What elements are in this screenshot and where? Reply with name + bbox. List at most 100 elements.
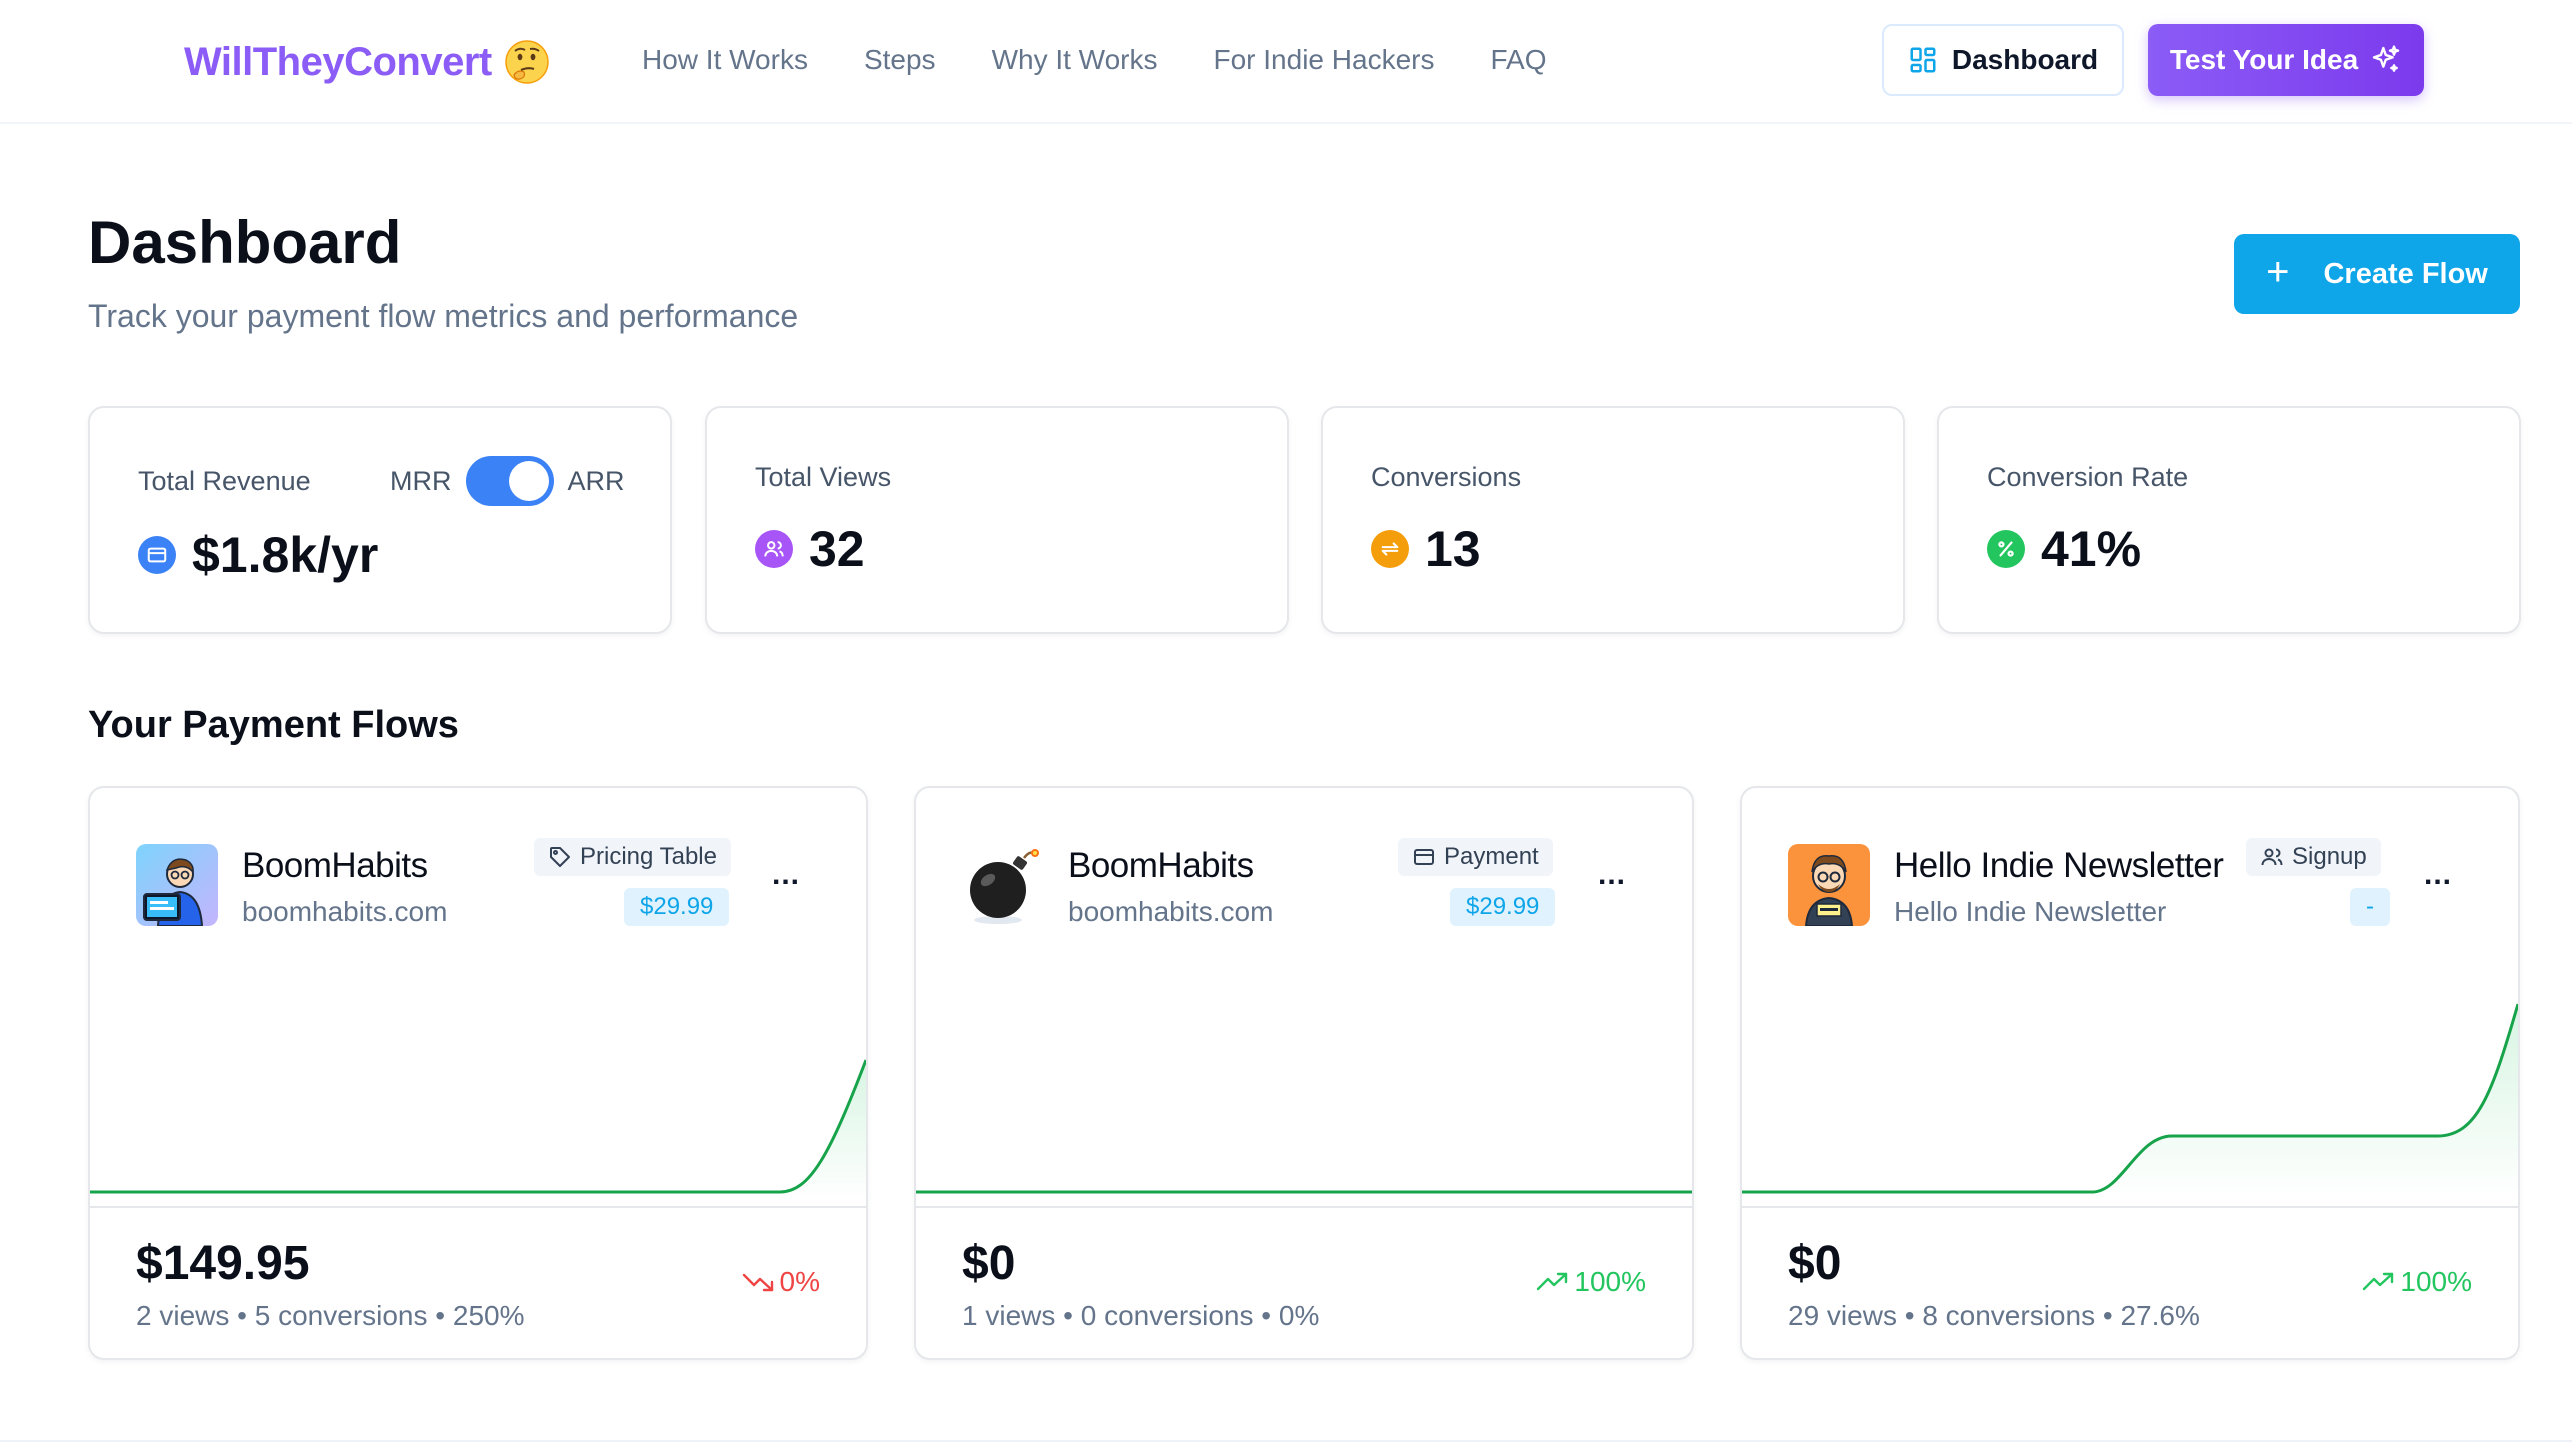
flow-rate: 27.6% xyxy=(2120,1300,2200,1331)
dashboard-button-label: Dashboard xyxy=(1951,44,2099,75)
flow-name: BoomHabits xyxy=(242,846,428,885)
flow-type-badge: Pricing Table xyxy=(534,838,731,876)
trending-up-icon xyxy=(1537,1272,1568,1291)
flow-views: 29 views xyxy=(1788,1300,1897,1331)
flow-card[interactable]: Hello Indie Newsletter Hello Indie Newsl… xyxy=(1740,786,2520,1360)
test-button-label: Test Your Idea xyxy=(2169,44,2359,75)
flow-card[interactable]: BoomHabits boomhabits.com Pricing Table … xyxy=(88,786,868,1360)
toggle-label-mrr: MRR xyxy=(390,465,452,496)
stat-value-row: 32 xyxy=(755,520,865,578)
flow-views: 2 views xyxy=(136,1300,230,1331)
stat-value: 32 xyxy=(809,521,865,577)
grid-icon xyxy=(1910,47,1936,73)
trending-down-icon xyxy=(742,1273,773,1292)
nav-for-indie-hackers[interactable]: For Indie Hackers xyxy=(1213,44,1435,75)
stat-card-conversions: Conversions 13 xyxy=(1321,406,1905,634)
mrr-arr-toggle-group: MRR ARR xyxy=(390,456,625,506)
flow-price-badge: $29.99 xyxy=(1450,888,1556,926)
stat-value: $1.8k/yr xyxy=(192,527,379,583)
flow-conversions: 5 conversions xyxy=(254,1300,428,1331)
flow-sparkline-chart xyxy=(1742,1003,2518,1200)
sparkles-icon xyxy=(2372,45,2400,72)
sparkline-area xyxy=(90,1060,866,1200)
flow-card[interactable]: BoomHabits boomhabits.com Payment $29.99… xyxy=(914,786,1694,1360)
developer-avatar-icon xyxy=(136,844,218,926)
separator: • xyxy=(1261,1300,1272,1331)
repeat-icon xyxy=(1371,530,1409,568)
credit-card-icon xyxy=(1414,849,1434,865)
separator: • xyxy=(1904,1300,1915,1331)
flow-divider xyxy=(916,1206,1692,1208)
flow-divider xyxy=(90,1206,866,1208)
main-nav: How It Works Steps Why It Works For Indi… xyxy=(642,40,1546,80)
flow-price-badge: - xyxy=(2350,888,2390,926)
logo-text: WillTheyConvert xyxy=(184,39,492,84)
nav-steps[interactable]: Steps xyxy=(863,44,936,75)
mrr-arr-toggle[interactable] xyxy=(465,456,554,506)
hello-avatar-icon xyxy=(1788,844,1870,926)
test-your-idea-button[interactable]: Test Your Idea xyxy=(2148,24,2424,96)
flow-domain: boomhabits.com xyxy=(1068,896,1274,927)
dashboard-button[interactable]: Dashboard xyxy=(1882,24,2124,96)
flow-menu-button[interactable]: ... xyxy=(1598,858,1627,891)
page-subtitle: Track your payment flow metrics and perf… xyxy=(88,298,799,334)
flow-type-badge: Payment xyxy=(1398,838,1553,876)
flow-rate: 250% xyxy=(452,1300,525,1331)
stat-value-row: 41% xyxy=(1987,520,2141,578)
nav-faq[interactable]: FAQ xyxy=(1490,44,1547,75)
separator: • xyxy=(1063,1300,1073,1331)
sparkline-line xyxy=(90,1059,866,1194)
percent-icon xyxy=(1987,530,2025,568)
flow-stats: 2 views • 5 conversions • 250% xyxy=(136,1300,525,1332)
toggle-label-arr: ARR xyxy=(567,465,625,496)
flow-domain: boomhabits.com xyxy=(242,896,448,927)
users-icon xyxy=(755,530,793,568)
stat-card-total-revenue: Total Revenue MRR ARR $1.8k/yr xyxy=(88,406,672,634)
flow-divider xyxy=(1742,1206,2518,1208)
flow-conversions: 0 conversions xyxy=(1080,1300,1254,1331)
flow-price-badge: $29.99 xyxy=(624,888,730,926)
create-flow-button[interactable]: + Create Flow xyxy=(2234,234,2520,314)
sparkline-area xyxy=(1742,1004,2518,1200)
flow-type-badge: Signup xyxy=(2246,838,2381,876)
thinking-face-icon xyxy=(504,40,549,84)
flow-trend-value: 0% xyxy=(779,1266,820,1297)
bomb-icon xyxy=(962,844,1044,926)
flow-sparkline-chart xyxy=(916,1190,1692,1194)
create-flow-label: Create Flow xyxy=(2323,257,2488,290)
stat-label: Total Views xyxy=(755,462,892,492)
flow-type-label: Signup xyxy=(2292,843,2367,870)
flow-name: Hello Indie Newsletter xyxy=(1894,846,2224,885)
flow-trend: 100% xyxy=(2362,1266,2472,1298)
flow-name: BoomHabits xyxy=(1068,846,1254,885)
nav-why-it-works[interactable]: Why It Works xyxy=(991,44,1158,75)
flow-type-label: Payment xyxy=(1444,843,1539,870)
separator: • xyxy=(237,1300,247,1331)
flow-trend-value: 100% xyxy=(2400,1266,2472,1297)
sparkline-line xyxy=(1742,1003,2518,1194)
stat-label: Conversions xyxy=(1371,462,1522,492)
toggle-knob xyxy=(508,461,549,501)
stat-value: 41% xyxy=(2041,521,2142,577)
flow-conversions: 8 conversions xyxy=(1922,1300,2096,1331)
flow-menu-button[interactable]: ... xyxy=(2424,858,2453,891)
flow-domain: Hello Indie Newsletter xyxy=(1894,896,2167,927)
flow-stats: 29 views • 8 conversions • 27.6% xyxy=(1788,1300,2200,1332)
flow-rate: 0% xyxy=(1278,1300,1320,1331)
separator: • xyxy=(2102,1300,2113,1331)
footer-divider xyxy=(0,1440,2572,1442)
page-title: Dashboard xyxy=(88,209,402,276)
nav-how-it-works[interactable]: How It Works xyxy=(642,44,808,75)
flow-trend-value: 100% xyxy=(1574,1266,1646,1297)
flow-menu-button[interactable]: ... xyxy=(772,858,801,891)
flow-stats: 1 views • 0 conversions • 0% xyxy=(962,1300,1319,1332)
top-navbar: WillTheyConvert How It Works Steps Why I… xyxy=(0,0,2572,124)
flow-revenue: $0 xyxy=(1788,1237,1842,1290)
separator: • xyxy=(435,1300,446,1331)
stat-label: Conversion Rate xyxy=(1987,462,2189,492)
logo[interactable]: WillTheyConvert xyxy=(184,36,550,88)
stat-card-total-views: Total Views 32 xyxy=(705,406,1289,634)
trending-up-icon xyxy=(2363,1272,2394,1291)
stat-value: 13 xyxy=(1425,521,1481,577)
stat-value-row: 13 xyxy=(1371,520,1481,578)
